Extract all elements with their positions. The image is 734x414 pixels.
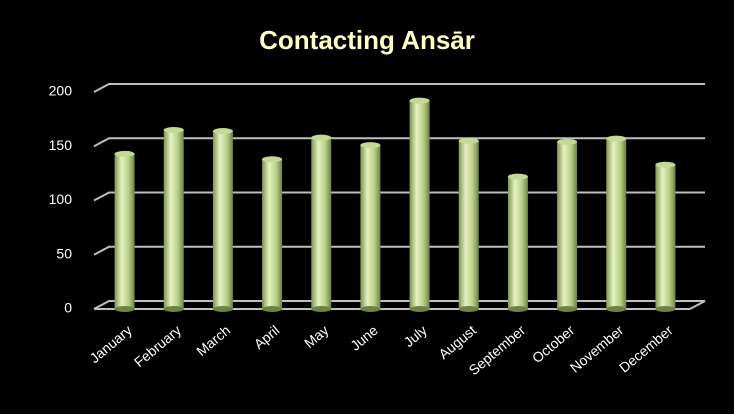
bar-part	[507, 306, 528, 312]
bar-part	[409, 97, 430, 104]
y-tick-label: 200	[49, 83, 73, 99]
bar-part	[409, 306, 430, 312]
bar-part	[262, 159, 283, 309]
bar-part	[114, 150, 135, 157]
bar-part	[360, 306, 381, 312]
grid-line	[93, 83, 705, 93]
bar-part	[557, 141, 578, 309]
bar	[360, 142, 381, 312]
bar-part	[212, 306, 233, 312]
bar-part	[606, 138, 627, 309]
bar-part	[163, 129, 184, 309]
grid-line	[93, 245, 705, 256]
bar	[507, 173, 528, 312]
bar-part	[114, 153, 135, 309]
bar-part	[262, 306, 283, 312]
y-tick-label: 150	[49, 137, 73, 153]
bar	[163, 126, 184, 312]
y-tick-label: 0	[64, 300, 72, 316]
grid-line	[93, 191, 705, 202]
bar-part	[507, 176, 528, 309]
y-tick-label: 100	[49, 191, 73, 207]
axis-line	[689, 300, 706, 310]
y-tick-label: 50	[56, 245, 72, 261]
bar-part	[458, 137, 479, 144]
bar	[262, 156, 283, 312]
bar-part	[212, 131, 233, 309]
bar	[212, 128, 233, 312]
bar	[557, 138, 578, 312]
bar-part	[212, 128, 233, 135]
bar-part	[458, 306, 479, 312]
bar-part	[311, 306, 332, 312]
grid-line	[93, 300, 705, 310]
bar	[114, 150, 135, 312]
bar-part	[458, 140, 479, 309]
bar-part	[360, 145, 381, 309]
bar-part	[606, 135, 627, 142]
bar-part	[163, 126, 184, 133]
bar-part	[311, 134, 332, 141]
chart-title: Contacting Ansār	[259, 25, 475, 55]
bar-part	[311, 137, 332, 309]
bar-part	[655, 164, 676, 309]
bar-part	[114, 306, 135, 312]
bar	[458, 137, 479, 312]
bar-part	[360, 142, 381, 149]
bar-part	[409, 100, 430, 310]
bar	[606, 135, 627, 312]
bar-part	[557, 138, 578, 145]
bar	[311, 134, 332, 312]
bar	[655, 161, 676, 312]
bar-part	[262, 156, 283, 163]
bar	[409, 97, 430, 312]
bar-part	[655, 161, 676, 168]
bar-part	[507, 173, 528, 180]
bar-part	[163, 306, 184, 312]
grid-line	[93, 137, 705, 148]
bar-part	[606, 306, 627, 312]
bar-part	[655, 306, 676, 312]
bar-part	[557, 306, 578, 312]
